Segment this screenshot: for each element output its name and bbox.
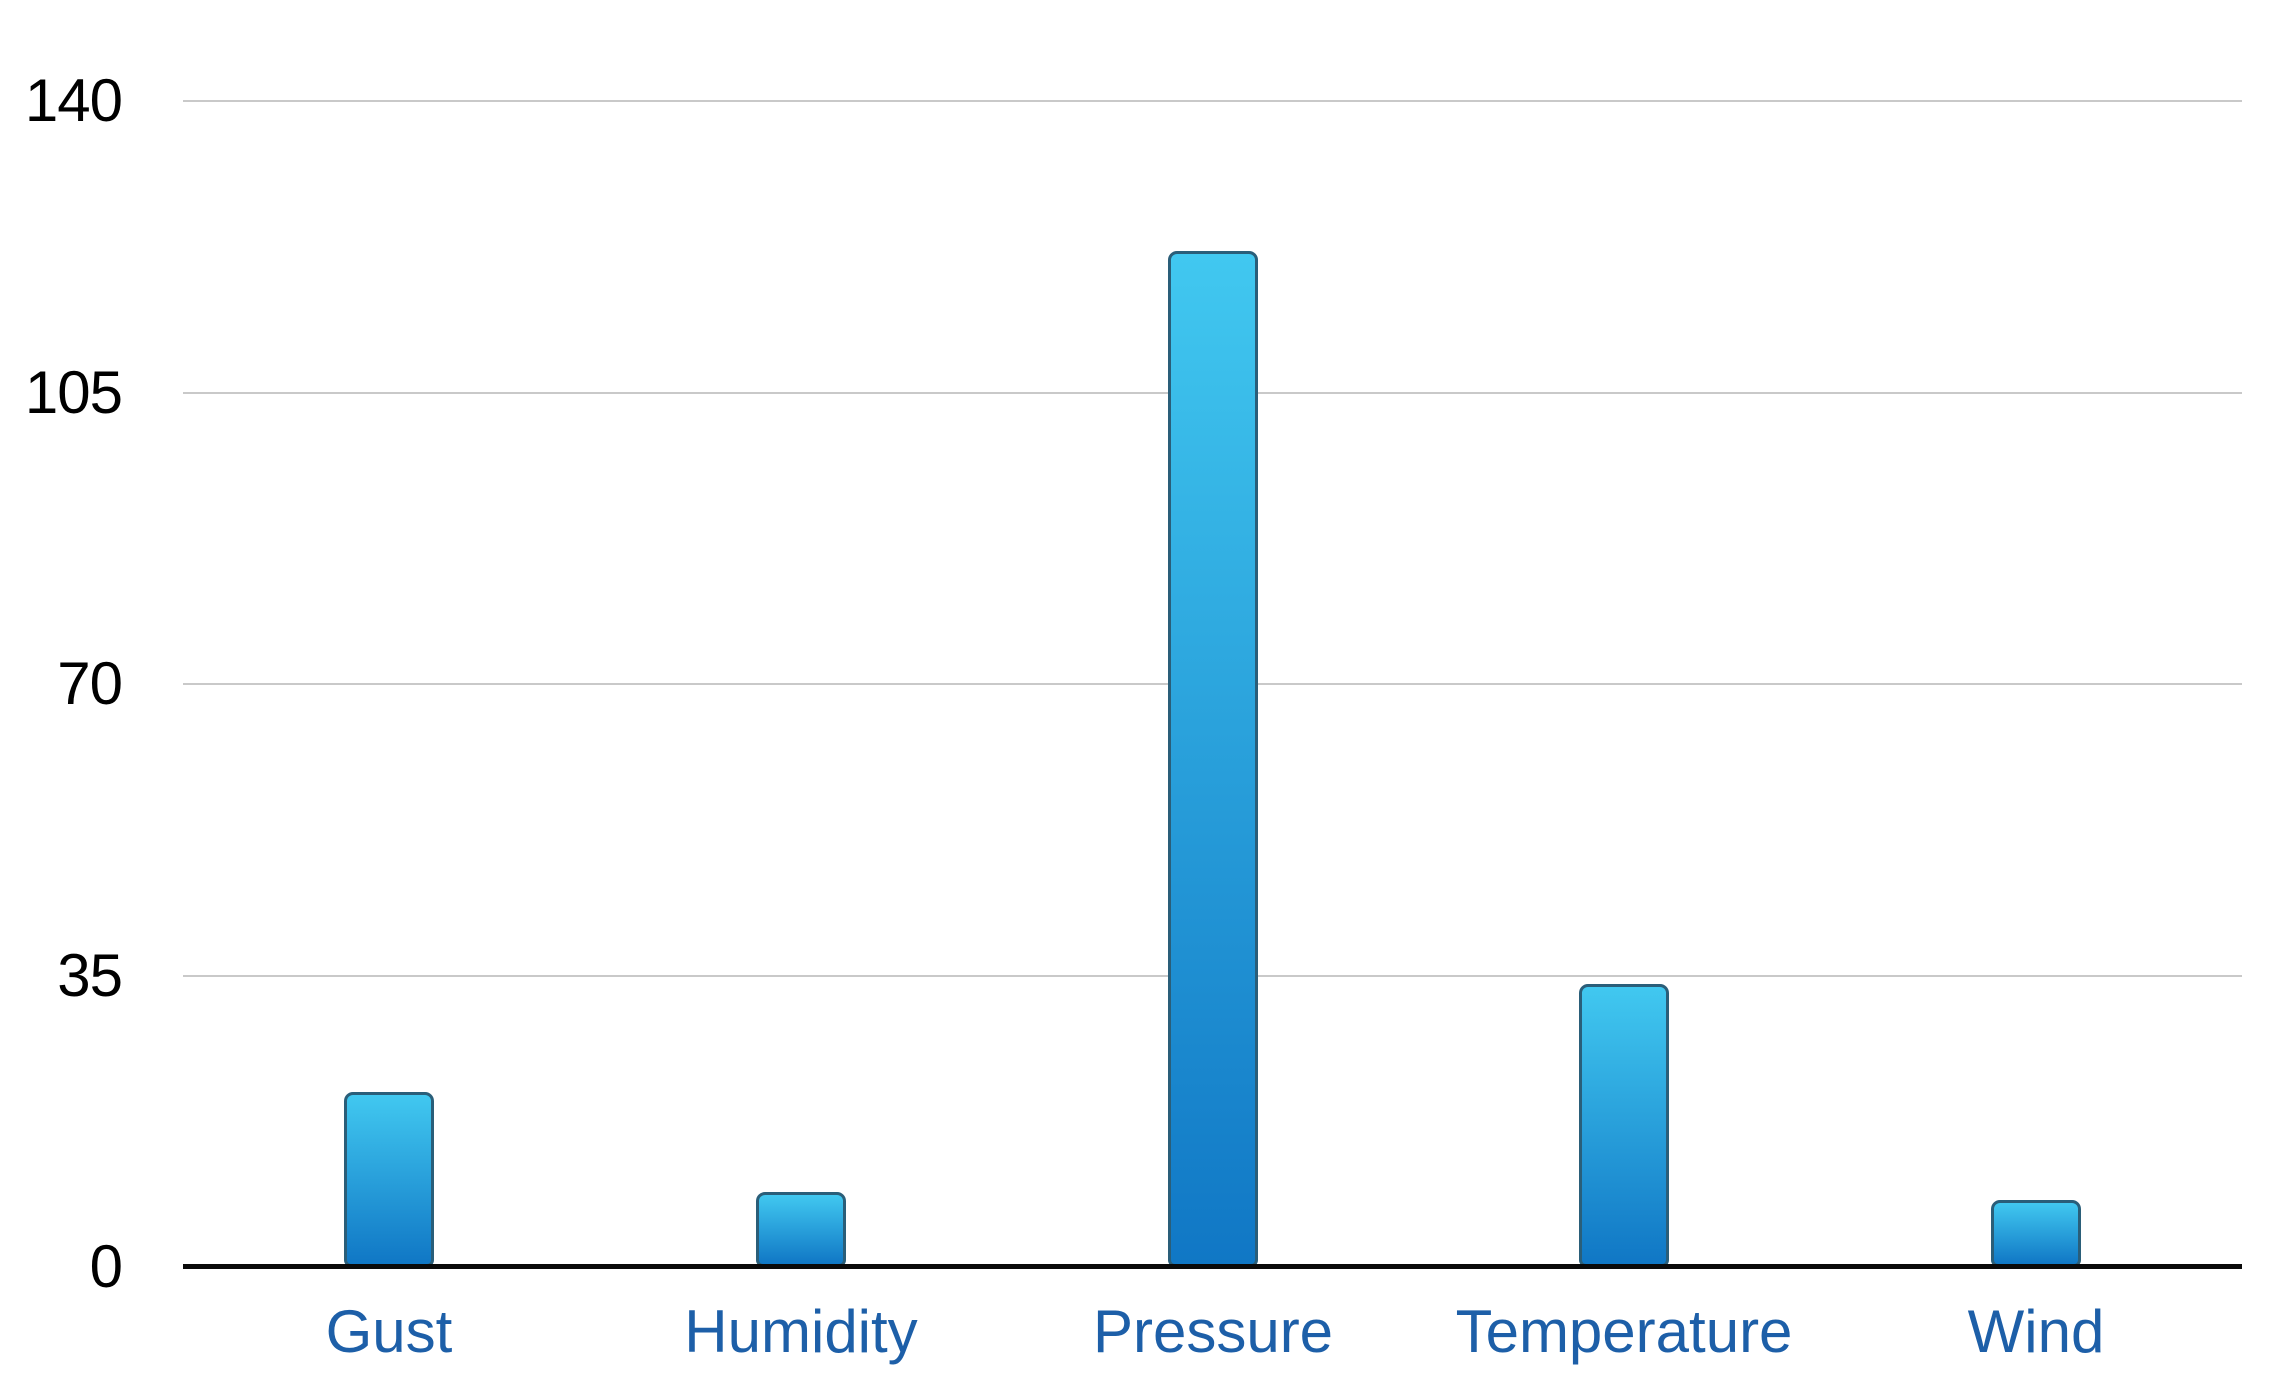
plot-area	[183, 100, 2242, 1269]
gridline-140	[183, 100, 2242, 102]
y-axis-label-0: 0	[89, 1233, 123, 1300]
y-axis-label-35: 35	[57, 941, 123, 1009]
x-axis-label-temperature: Temperature	[1455, 1298, 1793, 1365]
x-axis-label-humidity: Humidity	[684, 1298, 918, 1365]
bar-gust	[344, 1092, 434, 1267]
y-axis-label-105: 105	[24, 358, 123, 426]
x-axis-label-gust: Gust	[325, 1298, 453, 1365]
x-axis-label-wind: Wind	[1967, 1298, 2105, 1365]
y-axis-label-140: 140	[24, 67, 123, 134]
bar-temperature	[1579, 984, 1669, 1267]
x-axis-label-pressure: Pressure	[1092, 1298, 1334, 1365]
x-axis-line	[183, 1264, 2242, 1269]
bar-humidity	[756, 1192, 846, 1267]
y-axis-label-70: 70	[57, 650, 123, 717]
bar-wind	[1991, 1200, 2081, 1267]
bar-pressure	[1168, 251, 1258, 1267]
